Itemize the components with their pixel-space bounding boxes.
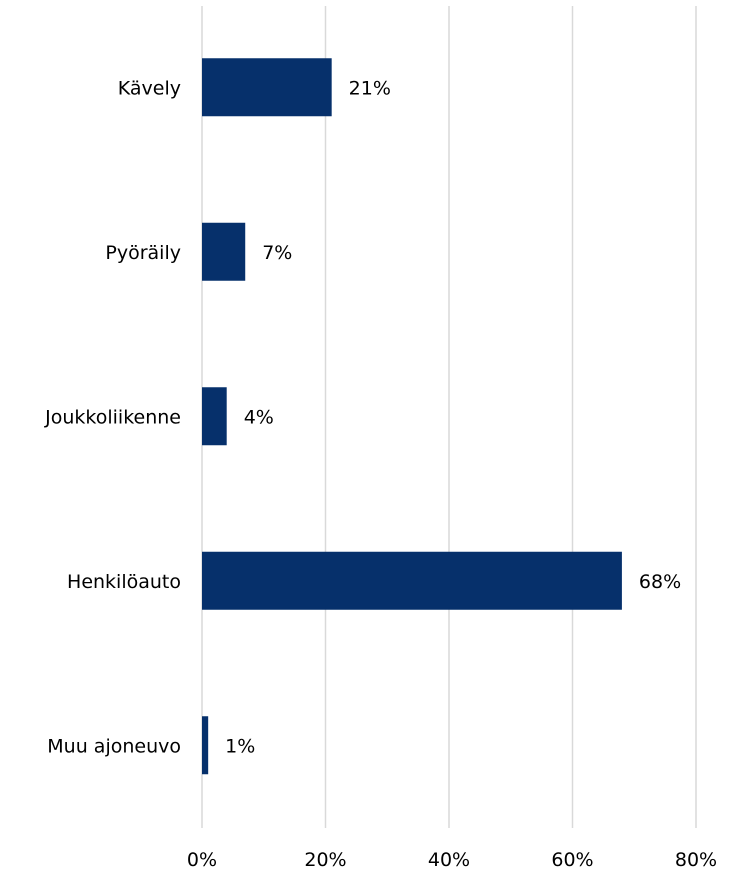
bar xyxy=(202,387,227,445)
data-label: 68% xyxy=(639,571,681,593)
x-tick-label: 20% xyxy=(304,849,346,869)
data-labels: 21% 7% 4% 68% 1% xyxy=(225,77,681,757)
category-label: Kävely xyxy=(118,77,181,99)
x-tick-label: 60% xyxy=(551,849,593,869)
data-label: 4% xyxy=(244,406,274,428)
data-label: 7% xyxy=(262,242,292,264)
category-label: Pyöräily xyxy=(105,242,181,264)
bar xyxy=(202,223,245,281)
data-label: 1% xyxy=(225,735,255,757)
bar xyxy=(202,552,622,610)
category-labels: Kävely Pyöräily Joukkoliikenne Henkilöauto M… xyxy=(44,77,181,757)
x-tick-label: 40% xyxy=(428,849,470,869)
x-tick-label: 80% xyxy=(675,849,717,869)
bar xyxy=(202,716,208,774)
category-label: Joukkoliikenne xyxy=(44,406,181,428)
gridlines xyxy=(202,6,696,828)
category-label: Muu ajoneuvo xyxy=(47,735,181,757)
x-tick-label: 0% xyxy=(187,849,217,869)
x-axis-tick-labels: 0% 20% 40% 60% 80% xyxy=(187,849,717,869)
category-label: Henkilöauto xyxy=(67,571,181,593)
bar xyxy=(202,58,332,116)
data-label: 21% xyxy=(349,77,391,99)
